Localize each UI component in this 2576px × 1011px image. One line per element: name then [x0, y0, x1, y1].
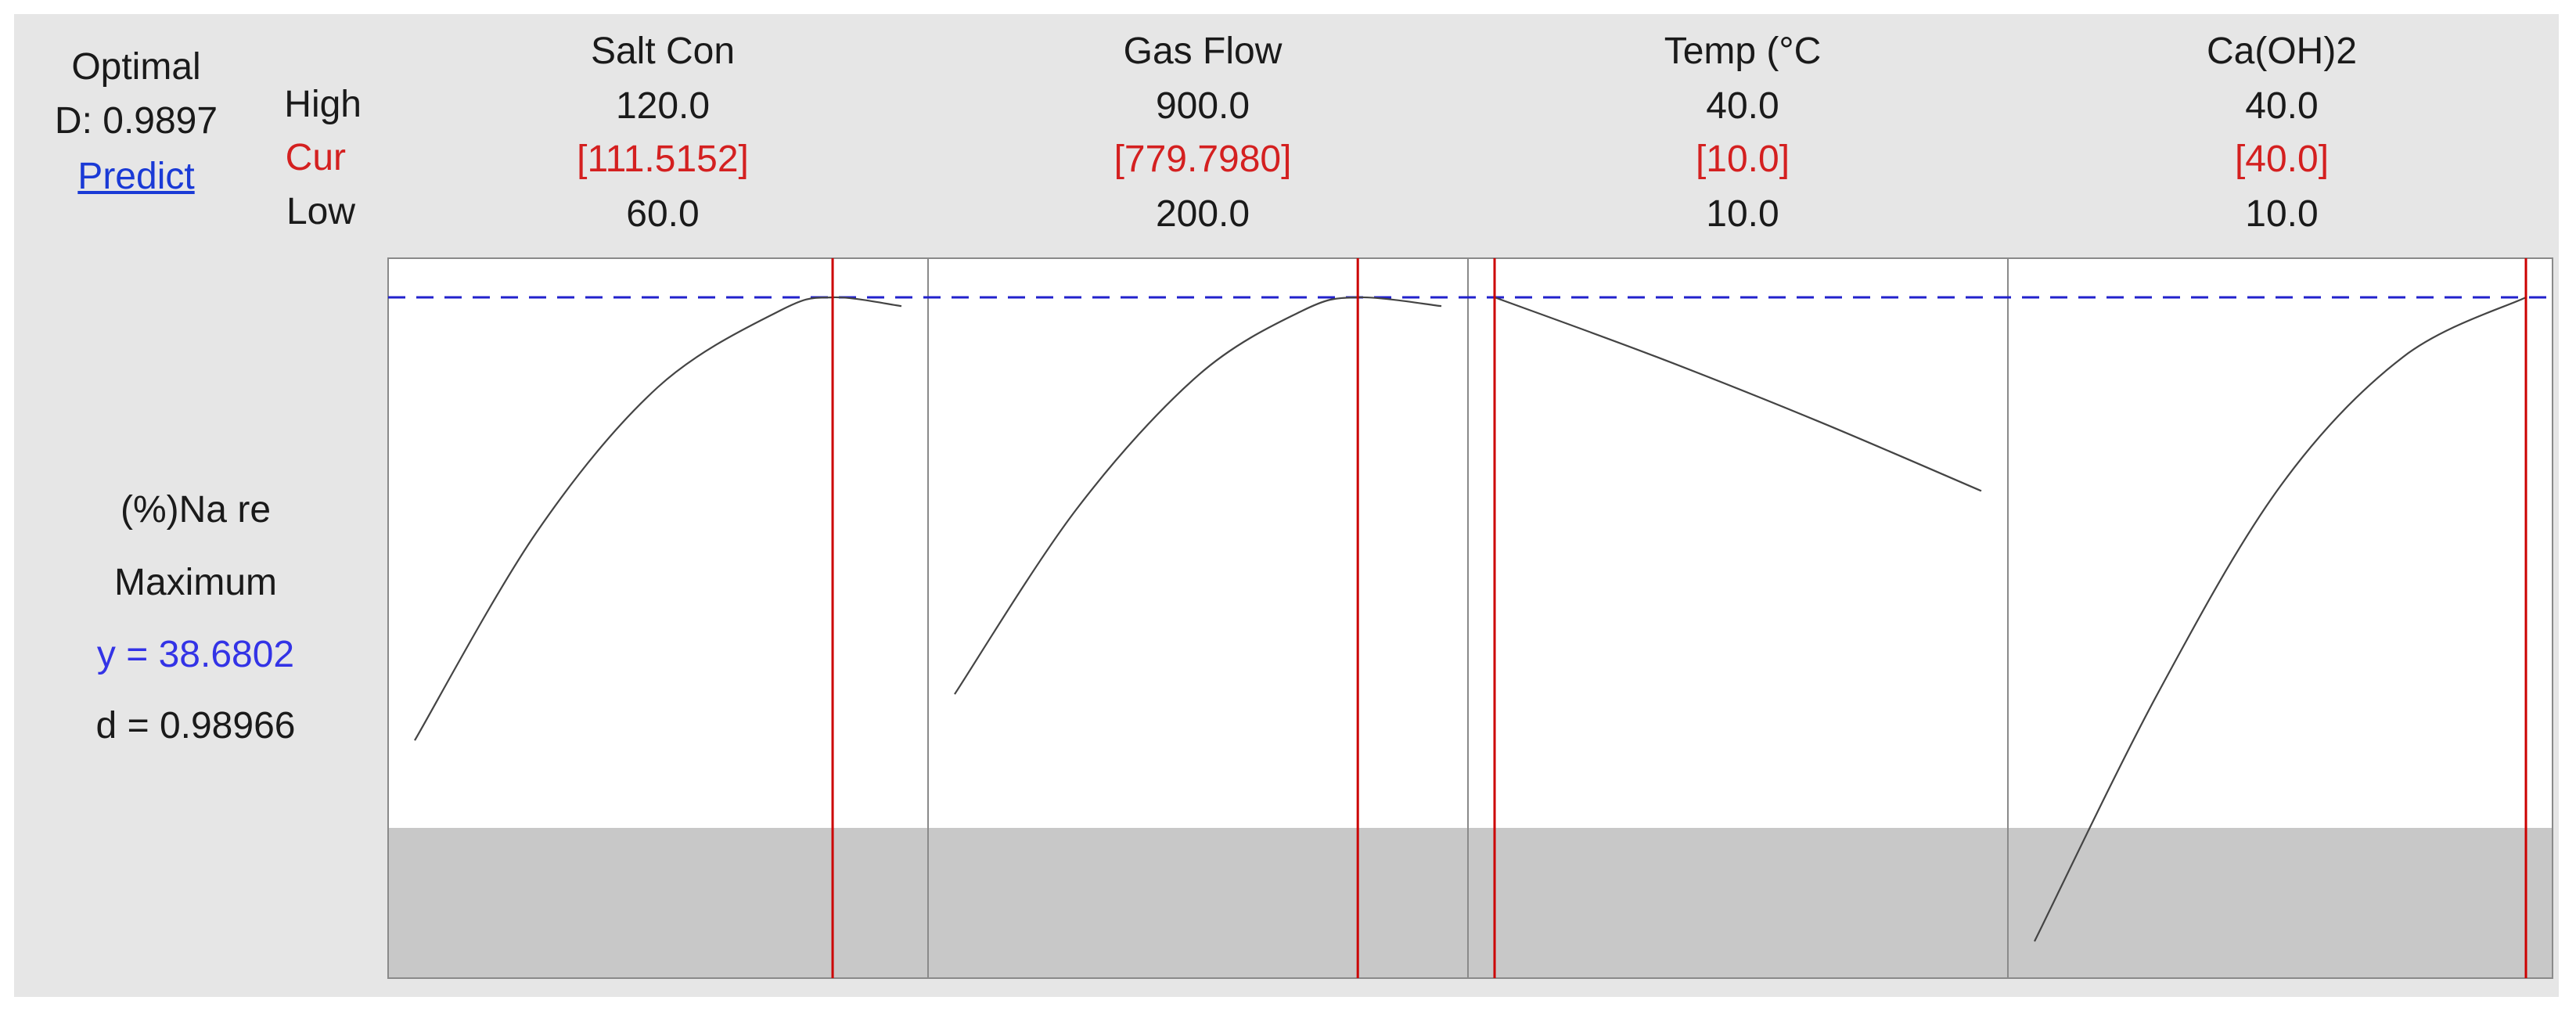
factor-low-caoh2: 10.0 [2245, 193, 2319, 235]
response-predicted-y: y = 38.6802 [96, 634, 295, 675]
factor-cur-salt-con[interactable]: [111.5152] [577, 139, 749, 180]
response-name: (%)Na re [120, 489, 272, 531]
factor-high-gas-flow: 900.0 [1155, 85, 1250, 127]
response-curve-2 [1494, 296, 1982, 492]
factor-high-salt-con: 120.0 [615, 85, 711, 127]
row-label-cur: Cur [285, 137, 346, 178]
factor-high-caoh2: 40.0 [2245, 85, 2319, 127]
response-goal: Maximum [113, 562, 278, 603]
response-desirability: d = 0.98966 [95, 705, 296, 747]
factor-high-temp: 40.0 [1706, 85, 1779, 127]
factor-name-salt-con: Salt Con [590, 31, 736, 72]
composite-desirability: D: 0.9897 [54, 100, 218, 142]
factor-name-caoh2: Ca(OH)2 [2206, 31, 2358, 72]
row-label-low: Low [286, 191, 355, 232]
factor-low-salt-con: 60.0 [626, 193, 700, 235]
factor-name-gas-flow: Gas Flow [1123, 31, 1283, 72]
panel-frame-3 [2007, 257, 2553, 979]
desirability-grey-band [388, 828, 2553, 978]
factor-name-temp: Temp (°C [1664, 31, 1822, 72]
factor-cur-caoh2[interactable]: [40.0] [2234, 139, 2330, 180]
factor-cur-gas-flow[interactable]: [779.7980] [1114, 139, 1292, 180]
factor-low-temp: 10.0 [1706, 193, 1779, 235]
optimal-title: Optimal [71, 46, 201, 88]
predict-link[interactable]: Predict [77, 156, 195, 197]
response-curve-3 [2034, 297, 2527, 942]
factor-low-gas-flow: 200.0 [1155, 193, 1250, 235]
row-label-high: High [284, 84, 362, 125]
factor-cur-temp[interactable]: [10.0] [1695, 139, 1790, 180]
